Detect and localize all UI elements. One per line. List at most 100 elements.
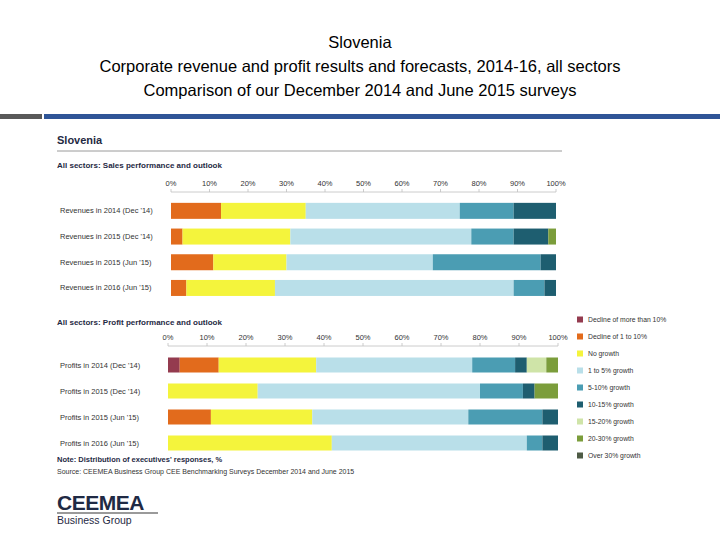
- legend-label: Decline of 1 to 10%: [588, 333, 647, 340]
- slide-title: Corporate revenue and profit results and…: [100, 57, 621, 75]
- legend-label: 5-10% growth: [588, 384, 630, 392]
- legend-swatch: [577, 334, 583, 340]
- x-tick-label: 60%: [394, 179, 409, 188]
- legend-label: 10-15% growth: [588, 401, 634, 409]
- x-tick-label: 70%: [433, 333, 448, 342]
- bar-segment: No growth: [168, 384, 258, 399]
- chart: All sectors: Profit performance and outl…: [57, 316, 666, 460]
- header-rule: [44, 114, 720, 119]
- bar-segment: 10-15% growth: [542, 410, 558, 425]
- bar-segment: 10-15% growth: [514, 229, 549, 245]
- bar-segment: 5-10% growth: [480, 384, 523, 399]
- legend-swatch: [577, 436, 583, 442]
- legend: Decline of more than 10% Decline of 1 to …: [577, 316, 666, 460]
- x-tick: [402, 343, 403, 346]
- legend-label: 1 to 5% growth: [588, 367, 634, 375]
- header-rule: [0, 114, 42, 119]
- x-tick-label: 70%: [433, 179, 448, 188]
- bar-segment: Over 30% growth: [558, 410, 559, 425]
- x-tick: [480, 343, 481, 346]
- x-tick: [325, 189, 326, 192]
- x-tick: [479, 189, 480, 192]
- x-tick-label: 20%: [240, 179, 255, 188]
- x-tick-label: 50%: [355, 333, 370, 342]
- bar-segment: 15-20% growth: [556, 203, 557, 219]
- x-tick: [363, 343, 364, 346]
- category-label: Revenues in 2015 (Jun '15): [60, 258, 152, 267]
- panel-rule: [57, 151, 562, 152]
- chart-title: All sectors: Profit performance and outl…: [57, 318, 222, 327]
- category-label: Profits in 2015 (Dec '14): [60, 387, 141, 396]
- bar-segment: Over 30% growth: [556, 280, 557, 296]
- legend-swatch: [577, 385, 583, 391]
- x-tick: [171, 189, 172, 192]
- x-tick: [324, 343, 325, 346]
- legend-label: 15-20% growth: [588, 418, 634, 426]
- x-tick: [402, 189, 403, 192]
- x-tick: [556, 189, 557, 192]
- bar-segment: 20-30% growth: [546, 358, 558, 373]
- chart: All sectors: Sales performance and outlo…: [57, 161, 566, 296]
- x-tick: [286, 189, 287, 192]
- bar-segment: Over 30% growth: [556, 229, 557, 245]
- legend-label: No growth: [588, 350, 619, 358]
- x-tick-label: 10%: [199, 333, 214, 342]
- slide: SloveniaCorporate revenue and profit res…: [0, 0, 720, 540]
- legend-swatch: [577, 368, 583, 374]
- bar-segment: 20-30% growth: [548, 229, 556, 245]
- x-tick: [248, 189, 249, 192]
- legend-swatch: [577, 317, 583, 323]
- category-label: Profits in 2014 (Dec '14): [60, 361, 141, 370]
- bar-segment: 10-15% growth: [541, 254, 556, 270]
- bar-segment: No growth: [183, 229, 291, 245]
- legend-swatch: [577, 351, 583, 357]
- legend-swatch: [577, 453, 583, 459]
- x-tick: [207, 343, 208, 346]
- bar-segment: 5-10% growth: [471, 229, 513, 245]
- legend-label: Decline of more than 10%: [588, 316, 666, 323]
- bar-segment: 1 to 5% growth: [316, 358, 472, 373]
- bar-segment: 20-30% growth: [535, 384, 558, 399]
- bar-segment: 5-10% growth: [527, 436, 543, 451]
- x-tick-label: 90%: [511, 333, 526, 342]
- bar-segment: 5-10% growth: [472, 358, 515, 373]
- bar-segment: 5-10% growth: [468, 410, 542, 425]
- x-tick-label: 90%: [510, 179, 525, 188]
- bar-segment: Decline of 1 to 10%: [168, 410, 211, 425]
- x-tick-label: 60%: [394, 333, 409, 342]
- bars: Decline of more than 10%Decline of 1 to …: [171, 203, 556, 296]
- x-tick-label: 80%: [472, 333, 487, 342]
- bar-segment: 1 to 5% growth: [312, 410, 468, 425]
- x-tick-label: 100%: [548, 333, 568, 342]
- bar-segment: 15-20% growth: [556, 280, 557, 296]
- bar-segment: Decline of 1 to 10%: [171, 280, 186, 296]
- bar-segment: 1 to 5% growth: [287, 254, 433, 270]
- bar-segment: Decline of more than 10%: [168, 358, 180, 373]
- x-tick: [441, 343, 442, 346]
- legend-swatch: [577, 419, 583, 425]
- x-tick: [558, 343, 559, 346]
- bar-segment: 20-30% growth: [556, 203, 557, 219]
- x-tick-label: 10%: [202, 179, 217, 188]
- x-tick-label: 40%: [316, 333, 331, 342]
- bar-segment: Decline of 1 to 10%: [171, 254, 213, 270]
- bar-segment: Decline of 1 to 10%: [171, 203, 221, 219]
- bar-segment: 5-10% growth: [433, 254, 541, 270]
- bar-segment: 15-20% growth: [527, 358, 547, 373]
- bar-segment: Over 30% growth: [558, 384, 559, 399]
- bar-segment: 1 to 5% growth: [275, 280, 514, 296]
- x-tick-label: 30%: [277, 333, 292, 342]
- bar-segment: Over 30% growth: [558, 358, 559, 373]
- x-tick: [517, 189, 518, 192]
- category-label: Revenues in 2015 (Dec '14): [60, 232, 153, 241]
- bar-segment: 1 to 5% growth: [306, 203, 460, 219]
- x-tick: [209, 189, 210, 192]
- bar-segment: 10-15% growth: [514, 203, 556, 219]
- bar-segment: 20-30% growth: [558, 410, 559, 425]
- bar-segment: 15-20% growth: [556, 254, 557, 270]
- bar-segment: 5-10% growth: [514, 280, 545, 296]
- x-tick: [246, 343, 247, 346]
- bar-segment: No growth: [213, 254, 286, 270]
- bar-segment: 20-30% growth: [558, 436, 559, 451]
- x-tick-label: 40%: [317, 179, 332, 188]
